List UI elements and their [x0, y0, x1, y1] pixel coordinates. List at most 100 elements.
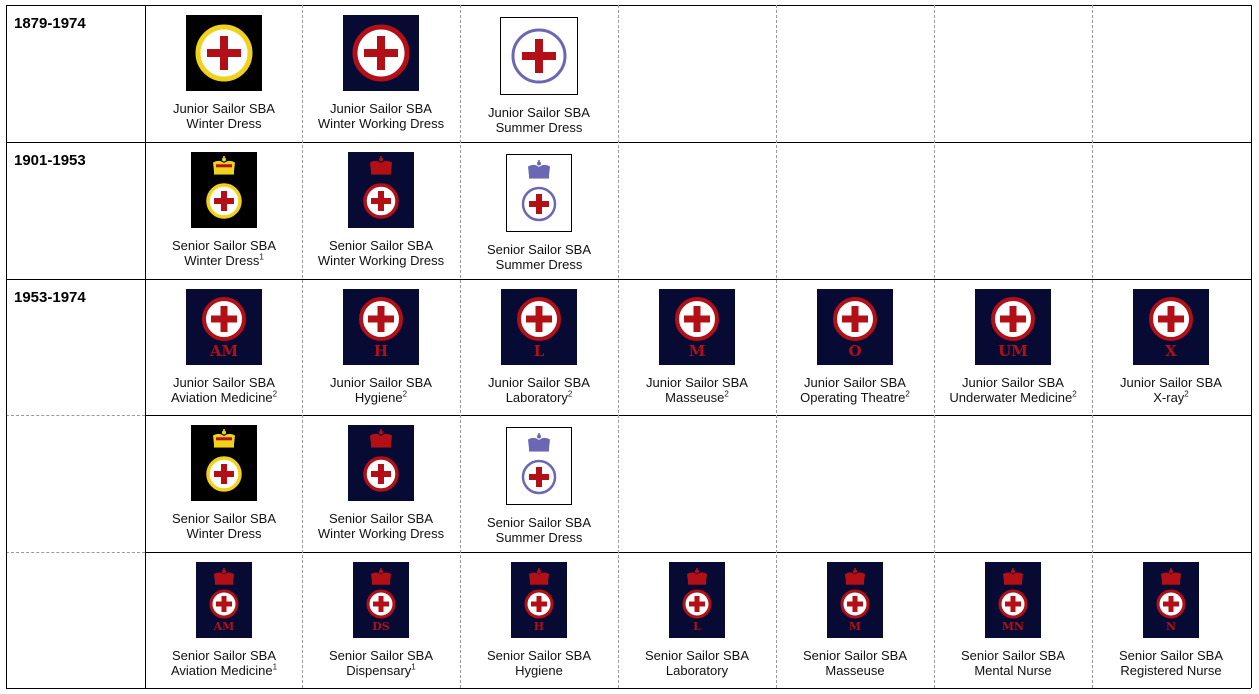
- footnote-marker: 2: [567, 389, 573, 399]
- badge-caption: Junior Sailor SBA Underwater Medicine2: [949, 375, 1076, 405]
- crown-band: [846, 581, 864, 585]
- cross-horizontal: [373, 601, 389, 607]
- badge-caption: Junior Sailor SBA Laboratory2: [488, 375, 590, 405]
- row-divider: [6, 142, 145, 143]
- badge-n-patch-icon: N: [1143, 562, 1199, 638]
- crown-icon: [529, 568, 549, 585]
- crown-icon: [1161, 568, 1181, 585]
- badge-caption: Senior Sailor SBA Dispensary1: [329, 648, 433, 678]
- cross-horizontal: [526, 315, 552, 323]
- footnote-marker: 1: [272, 662, 278, 672]
- cross-horizontal: [1163, 601, 1179, 607]
- badge-caption: Senior Sailor SBA Winter Working Dress: [318, 238, 444, 268]
- row-divider: [145, 552, 1251, 553]
- crown-icon: [1003, 568, 1023, 585]
- crown-band: [372, 581, 390, 585]
- badge-am-patch-icon: AM: [186, 289, 262, 365]
- badge-cell: Junior Sailor SBA Summer Dress: [460, 17, 618, 135]
- footnote-marker: 1: [411, 662, 416, 672]
- badge-subtitle-text: Winter Working Dress: [317, 116, 445, 131]
- badge-m-patch-icon: M: [827, 562, 883, 638]
- badge-subtitle-text: Operating Theatre: [800, 390, 906, 405]
- badge-cell: MN Senior Sailor SBA Mental Nurse: [934, 562, 1092, 678]
- badge-subtitle: Winter Working Dress: [318, 253, 444, 268]
- badge-patch-icon: [348, 152, 414, 228]
- badge-title: Senior Sailor SBA: [644, 648, 750, 663]
- badge-subtitle-text: Laboratory: [665, 663, 729, 678]
- crown-arches: [687, 572, 707, 582]
- row-divider: [145, 688, 1251, 689]
- badge-subtitle-text: Dispensary: [346, 663, 412, 678]
- badge-subtitle: Aviation Medicine1: [171, 663, 277, 678]
- badge-subtitle: Hygiene: [487, 663, 591, 678]
- badge-letters: L: [693, 620, 701, 633]
- cross-horizontal: [214, 198, 234, 204]
- badge-h-patch-icon: H: [343, 289, 419, 365]
- badge-caption: Senior Sailor SBA Winter Dress: [172, 511, 276, 541]
- column-divider: [1092, 5, 1093, 688]
- badge-title: Junior Sailor SBA: [330, 375, 432, 390]
- badge-patch-icon: [186, 15, 262, 91]
- badge-caption: Junior Sailor SBA Hygiene2: [330, 375, 432, 405]
- badge-cell: M Senior Sailor SBA Masseuse: [776, 562, 934, 678]
- crown-band: [214, 443, 234, 448]
- badge-subtitle-text: Masseuse: [665, 390, 725, 405]
- badge-caption: Junior Sailor SBA Operating Theatre2: [800, 375, 910, 405]
- crown-arches: [371, 572, 391, 582]
- cross-horizontal: [529, 474, 549, 480]
- badge-caption: Junior Sailor SBA Winter Dress: [173, 101, 275, 131]
- row-divider: [145, 279, 1251, 280]
- crown-arches: [528, 437, 550, 449]
- badge-cell: H Junior Sailor SBA Hygiene2: [302, 289, 460, 405]
- badge-title: Junior Sailor SBA: [330, 101, 432, 116]
- column-divider: [618, 5, 619, 688]
- row-divider: [145, 142, 1251, 143]
- badge-title: Junior Sailor SBA: [173, 101, 275, 116]
- cross-horizontal: [522, 52, 556, 60]
- footnote-marker: 1: [259, 252, 264, 262]
- crown-arches: [370, 433, 392, 445]
- crown-band: [214, 170, 234, 175]
- badge-title: Senior Sailor SBA: [328, 511, 434, 526]
- footnote-marker: 2: [402, 389, 408, 399]
- badge-title: Senior Sailor SBA: [328, 238, 434, 253]
- badge-title: Junior Sailor SBA: [804, 375, 906, 390]
- crown-cross: [380, 429, 382, 433]
- badge-caption: Senior Sailor SBA Laboratory: [645, 648, 749, 678]
- badge-cell: N Senior Sailor SBA Registered Nurse: [1092, 562, 1250, 678]
- badge-subtitle-text: Winter Dress: [186, 526, 262, 541]
- badge-caption: Senior Sailor SBA Summer Dress: [487, 515, 591, 545]
- badge-cell: Senior Sailor SBA Winter Working Dress: [302, 152, 460, 268]
- column-divider: [776, 5, 777, 688]
- badge-patch-icon: [500, 17, 578, 95]
- badge-subtitle: X-ray2: [1120, 390, 1222, 405]
- crown-band: [371, 443, 391, 448]
- cross-horizontal: [689, 601, 705, 607]
- badge-title: Senior Sailor SBA: [486, 242, 592, 257]
- badge-subtitle: Winter Dress: [172, 526, 276, 541]
- badge-subtitle: Mental Nurse: [961, 663, 1065, 678]
- badge-letters: H: [534, 620, 544, 633]
- cross-horizontal: [531, 601, 547, 607]
- badge-letters: AM: [213, 620, 235, 633]
- badge-cell: X Junior Sailor SBA X-ray2: [1092, 289, 1250, 405]
- period-label: 1879-1974: [14, 15, 86, 32]
- badge-title: Senior Sailor SBA: [328, 648, 434, 663]
- crown-arches: [529, 572, 549, 582]
- badge-subtitle: Aviation Medicine2: [171, 390, 277, 405]
- badge-title: Junior Sailor SBA: [646, 375, 748, 390]
- cross-horizontal: [1158, 315, 1184, 323]
- column-divider: [302, 5, 303, 688]
- column-divider: [934, 5, 935, 688]
- badge-title: Junior Sailor SBA: [488, 375, 590, 390]
- badge-cell: L Senior Sailor SBA Laboratory: [618, 562, 776, 678]
- badge-patch-icon: [191, 152, 257, 228]
- row-divider: [145, 415, 1251, 416]
- badge-subtitle-text: Winter Working Dress: [317, 526, 445, 541]
- badge-title: Senior Sailor SBA: [1118, 648, 1224, 663]
- footnote-marker: 2: [724, 389, 729, 399]
- crown-cross: [380, 568, 382, 572]
- crown-cross: [538, 160, 540, 164]
- badge-caption: Senior Sailor SBA Aviation Medicine1: [171, 648, 277, 678]
